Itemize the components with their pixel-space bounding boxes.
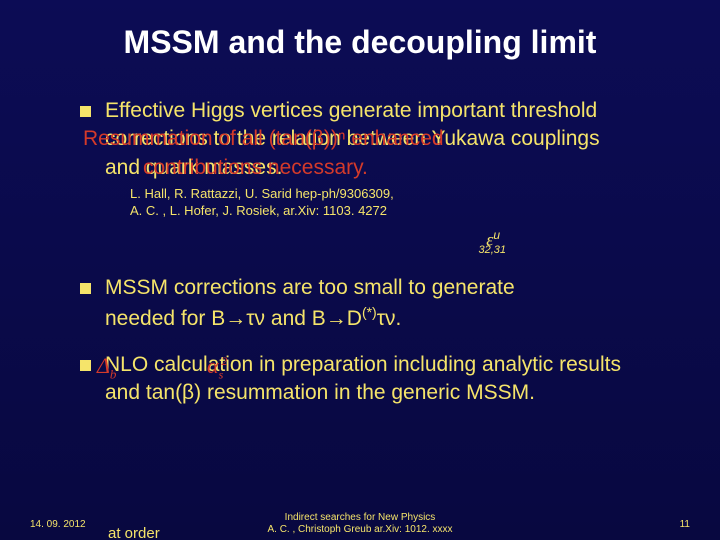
footer-center-2: A. C. , Christoph Greub ar.Xiv: 1012. xx…	[267, 524, 452, 536]
red-alpha-sym: α	[207, 353, 219, 378]
bullet-1-refs: L. Hall, R. Rattazzi, U. Sarid hep-ph/93…	[130, 186, 600, 220]
slide-root: MSSM and the decoupling limit Effective …	[0, 0, 720, 540]
footer-date: 14. 09. 2012	[30, 519, 86, 530]
bullet-1-text: Effective Higgs vertices generate import…	[105, 97, 600, 220]
bullet-2: MSSM corrections are too small to genera…	[80, 274, 660, 333]
bullet-2-line2: needed for B→τν and B→D(*)τν.	[105, 303, 515, 333]
bullet-2-line1: MSSM corrections are too small to genera…	[105, 274, 515, 302]
red-delta-sym: Δ	[97, 353, 110, 378]
formula-sup: u	[493, 228, 500, 242]
ref-line-1: L. Hall, R. Rattazzi, U. Sarid hep-ph/93…	[130, 186, 600, 203]
bullet-2-text: MSSM corrections are too small to genera…	[105, 274, 515, 333]
bullet-1-line3-wrap: and quark masses. contributions necessar…	[105, 154, 600, 182]
bullet-1-line3-red: contributions necessary.	[143, 154, 368, 182]
red-delta-sub: b	[110, 366, 117, 381]
bullet-1: Effective Higgs vertices generate import…	[80, 97, 660, 220]
bullet-1-line1: Effective Higgs vertices generate import…	[105, 97, 600, 125]
ref-line-2: A. C. , L. Hofer, J. Rosiek, ar.Xiv: 110…	[130, 203, 600, 220]
at-order-text: at order	[108, 525, 160, 540]
footer-page-number: 11	[680, 519, 690, 530]
footer-center-1: Indirect searches for New Physics	[267, 512, 452, 524]
red-alpha-sub: s	[219, 367, 224, 381]
bullet-3-line2: and tan(β) resummation in the generic MS…	[105, 379, 621, 407]
bullet-marker	[80, 360, 91, 371]
formula-epsilon: εu 32,31	[80, 228, 660, 271]
formula-sub: 32,31	[478, 244, 506, 256]
red-delta-b: Δb	[97, 351, 116, 383]
bullet-marker	[80, 106, 91, 117]
slide-content: Effective Higgs vertices generate import…	[0, 97, 720, 408]
bullet-2-sup: (*)	[362, 304, 377, 320]
bullet-1-line2-wrap: corrections to the relation between Yuka…	[105, 125, 600, 153]
bullet-3-line1: NLO calculation in preparation including…	[105, 351, 621, 379]
bullet-3-text: NLO calculation in preparation including…	[105, 351, 621, 408]
red-alpha-sup: 2	[221, 354, 227, 368]
red-alpha-s: αs2	[207, 351, 227, 383]
footer-center: Indirect searches for New Physics A. C. …	[267, 512, 452, 536]
slide-title: MSSM and the decoupling limit	[0, 0, 720, 81]
bullet-2-line2-a: needed for B→τν and B→D	[105, 307, 362, 330]
bullet-2-line2-b: τν.	[377, 307, 402, 330]
bullet-3: NLO calculation in preparation including…	[80, 351, 660, 408]
bullet-1-line2-red: Resummation of all (tan(β))ⁿ enhanced	[83, 125, 444, 153]
bullet-marker	[80, 283, 91, 294]
